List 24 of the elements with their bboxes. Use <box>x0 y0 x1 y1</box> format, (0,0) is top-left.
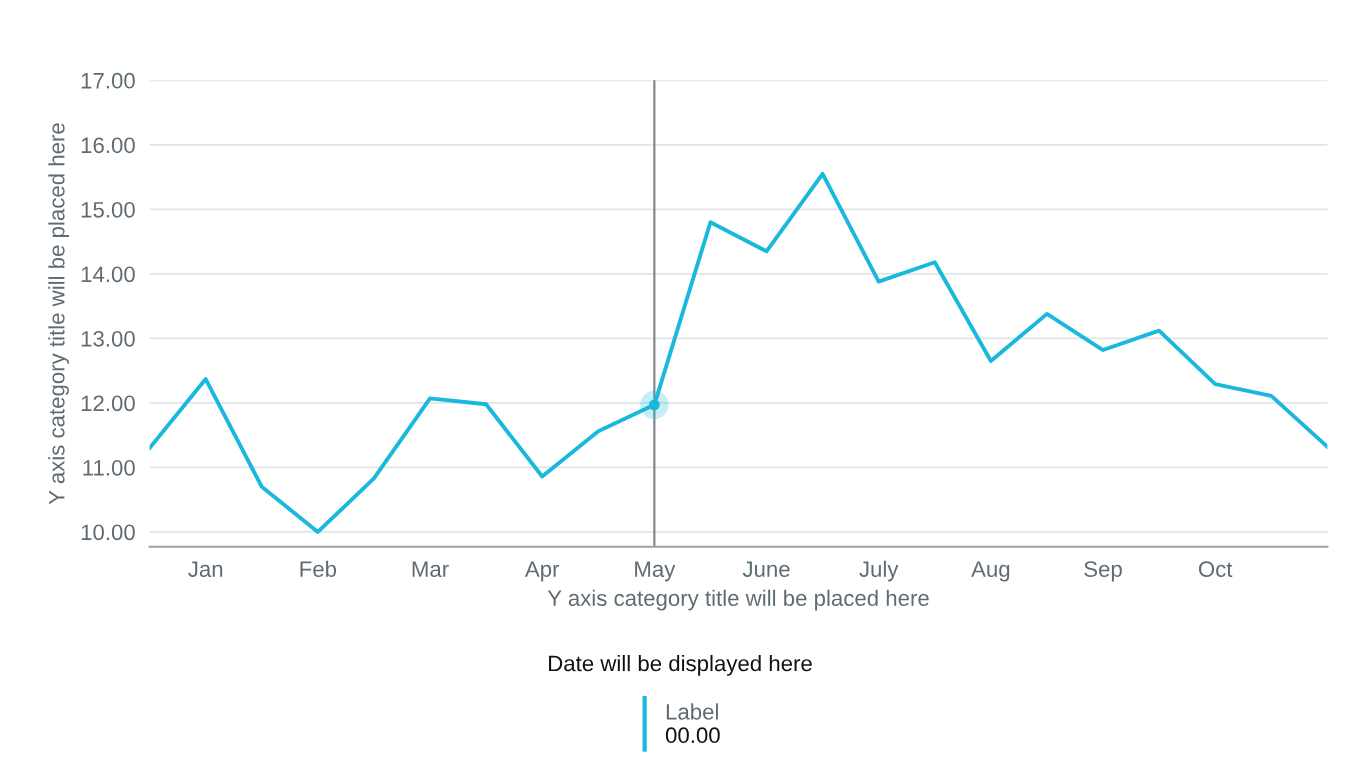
x-tick-label: June <box>742 561 790 577</box>
y-tick-label: 15.00 <box>81 201 135 218</box>
legend-title: Date will be displayed here <box>549 654 812 676</box>
x-tick-label: Oct <box>1198 561 1233 577</box>
y-tick-label: 17.00 <box>81 72 135 89</box>
legend-label: Label <box>666 703 718 720</box>
x-tick-label: Aug <box>971 561 1010 582</box>
y-tick-label: 14.00 <box>81 266 135 283</box>
y-tick-label: 10.00 <box>81 524 135 541</box>
x-tick-label: Apr <box>524 561 560 582</box>
x-tick-label: Feb <box>300 560 337 577</box>
y-tick-label: 12.00 <box>81 395 135 412</box>
x-tick-label: Mar <box>412 561 449 577</box>
text: 00.00 <box>665 727 720 744</box>
line-series <box>149 171 1328 534</box>
y-axis-title: Y axis category title will be placed here <box>48 123 69 505</box>
x-tick-label: Sep <box>1084 561 1122 582</box>
x-tick-label: July <box>859 560 899 582</box>
x-tick-label: Jan <box>188 561 223 577</box>
y-tick-label: 11.00 <box>83 459 135 476</box>
x-tick-label: May <box>635 561 676 582</box>
x-axis-title: Y axis category title will be placed here <box>547 589 929 611</box>
y-tick-label: 13.00 <box>81 330 135 347</box>
y-tick-label: 16.00 <box>81 137 135 154</box>
